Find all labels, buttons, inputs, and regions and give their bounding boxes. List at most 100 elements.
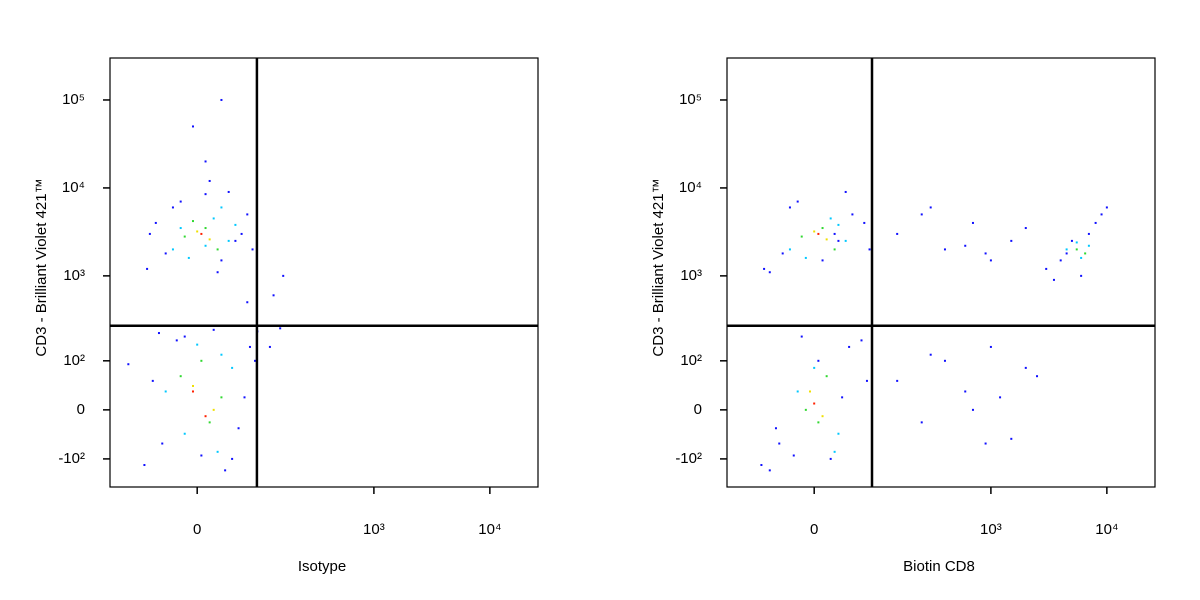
event-dot [220, 353, 223, 356]
event-dot [224, 469, 227, 472]
event-dot [220, 206, 223, 209]
event-dot [929, 353, 932, 356]
event-dot [792, 454, 795, 457]
event-dot [1075, 241, 1078, 244]
event-dot [778, 442, 781, 445]
event-dot [179, 227, 182, 230]
event-dot [191, 125, 194, 128]
event-dot [821, 227, 824, 230]
event-dot [227, 190, 230, 193]
event-dot [216, 248, 219, 251]
event-dot [1010, 239, 1013, 242]
event-dot [989, 259, 992, 262]
y-axis-label: CD3 - Brilliant Violet 421™ [33, 178, 50, 356]
event-dot [191, 220, 194, 223]
event-dot [148, 232, 151, 235]
event-dot [863, 221, 866, 224]
event-dot [1084, 252, 1087, 255]
event-dot [1087, 244, 1090, 247]
event-dot [920, 421, 923, 424]
event-dot [851, 213, 854, 216]
event-dot [1065, 248, 1068, 251]
event-dot [1052, 278, 1055, 281]
event-dot [157, 332, 160, 335]
event-dot [1024, 366, 1027, 369]
event-dot [227, 239, 230, 242]
event-dot [768, 469, 771, 472]
event-dot [1080, 274, 1083, 277]
x-tick-label: 10⁴ [478, 521, 501, 538]
event-dot [179, 375, 182, 378]
event-dot [200, 359, 203, 362]
event-dot [127, 363, 130, 366]
event-dot [848, 345, 851, 348]
event-dot [234, 239, 237, 242]
event-dot [813, 402, 816, 405]
event-dot [204, 193, 207, 196]
event-dot [171, 206, 174, 209]
event-dot [1059, 259, 1062, 262]
event-dot [971, 408, 974, 411]
event-dot [204, 160, 207, 163]
event-dot [796, 390, 799, 393]
event-dot [788, 248, 791, 251]
event-dot [774, 427, 777, 430]
event-dot [187, 256, 190, 259]
event-dot [282, 274, 285, 277]
event-dot [788, 206, 791, 209]
event-dot [768, 271, 771, 274]
event-dot [804, 256, 807, 259]
event-dot [833, 450, 836, 453]
event-dot [943, 248, 946, 251]
event-dot [943, 359, 946, 362]
event-dot [191, 384, 194, 387]
event-dot [220, 259, 223, 262]
event-dot [1105, 206, 1108, 209]
event-dot [817, 232, 820, 235]
event-dot [825, 238, 828, 241]
event-dot [200, 454, 203, 457]
event-dot [1010, 437, 1013, 440]
event-dot [246, 301, 249, 304]
event-dot [231, 366, 234, 369]
event-dot [200, 232, 203, 235]
event-dot [760, 464, 763, 467]
event-dot [212, 408, 215, 411]
event-dot [171, 248, 174, 251]
event-dot [1045, 267, 1048, 270]
plot-frame [109, 57, 539, 488]
event-dot [896, 379, 899, 382]
event-dot [971, 221, 974, 224]
event-dot [833, 232, 836, 235]
event-dot [989, 345, 992, 348]
x-tick-label: 10³ [980, 521, 1002, 538]
x-axis-label: Isotype [298, 558, 346, 575]
event-dot [837, 223, 840, 226]
event-dot [796, 200, 799, 203]
event-dot [231, 457, 234, 460]
x-tick-label: 10⁴ [1095, 521, 1118, 538]
event-dot [146, 267, 149, 270]
y-tick-label: 10⁴ [679, 179, 702, 196]
event-dot [1070, 239, 1073, 242]
event-dot [984, 252, 987, 255]
event-dot [841, 396, 844, 399]
event-dot [234, 223, 237, 226]
event-dot [964, 390, 967, 393]
event-dot [1094, 221, 1097, 224]
event-dot [183, 432, 186, 435]
event-dot [279, 327, 282, 330]
event-dot [161, 442, 164, 445]
y-tick-label: 0 [77, 401, 85, 418]
event-dot [175, 339, 178, 342]
y-tick-label: 10³ [63, 267, 85, 284]
event-dot [800, 235, 803, 238]
event-dot [763, 267, 766, 270]
event-dot [164, 390, 167, 393]
event-dot [191, 390, 194, 393]
event-dot [179, 200, 182, 203]
event-dot [154, 221, 157, 224]
event-dot [800, 335, 803, 338]
x-tick-label: 0 [193, 521, 201, 538]
event-dot [821, 259, 824, 262]
